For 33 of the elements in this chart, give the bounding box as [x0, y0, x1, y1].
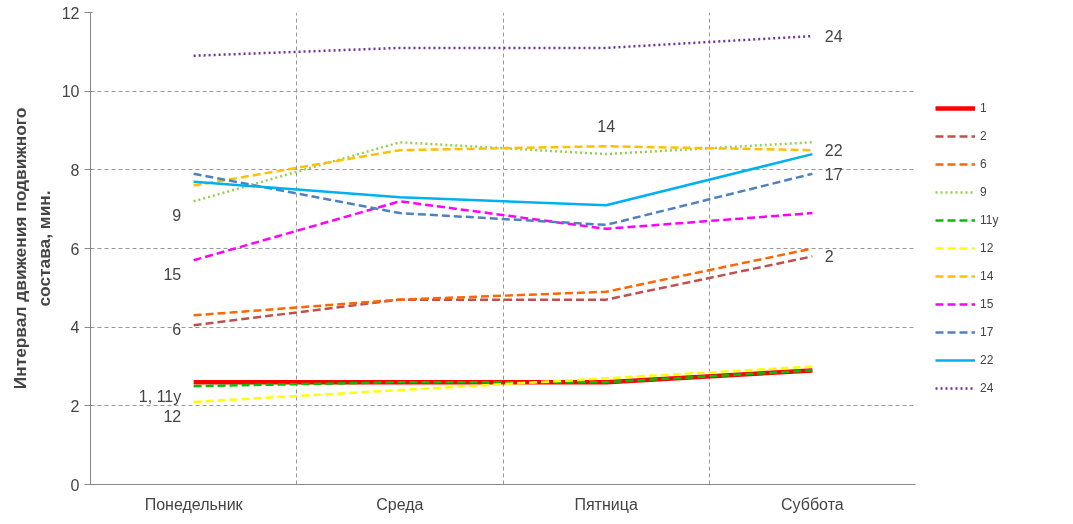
- legend-label: 2: [980, 129, 988, 143]
- legend-label: 15: [980, 297, 995, 311]
- y-tick-label: 0: [70, 476, 80, 494]
- annotation: 15: [163, 266, 182, 284]
- y-tick-label: 8: [70, 161, 80, 179]
- legend-label: 9: [980, 185, 988, 199]
- y-tick-label: 10: [61, 83, 80, 101]
- legend-label: 17: [980, 325, 995, 339]
- annotation: 6: [172, 321, 182, 339]
- x-tick-label: Среда: [376, 495, 424, 513]
- y-tick-label: 4: [70, 319, 80, 337]
- legend-label: 1: [980, 101, 988, 115]
- annotation: 14: [597, 118, 616, 136]
- legend-label: 22: [980, 353, 995, 367]
- annotation: 1, 11y: [138, 387, 182, 405]
- legend-label: 24: [980, 381, 995, 395]
- annotation: 24: [824, 28, 843, 46]
- x-tick-label: Суббота: [781, 495, 844, 513]
- legend-label: 6: [980, 157, 988, 171]
- x-tick-label: Понедельник: [144, 495, 244, 513]
- legend-label: 12: [980, 241, 995, 255]
- annotation: 22: [824, 142, 843, 160]
- legend-label: 14: [980, 269, 995, 283]
- y-tick-label: 2: [70, 397, 80, 415]
- y-tick-label: 6: [70, 240, 80, 258]
- annotation: 2: [824, 248, 834, 266]
- y-axis-title: Интервал движения подвижного состава, мин.: [9, 107, 54, 390]
- x-tick-label: Пятница: [574, 495, 638, 513]
- annotation: 17: [824, 165, 843, 183]
- y-tick-label: 12: [61, 4, 80, 22]
- annotation: 9: [172, 207, 182, 225]
- legend-label: 11y: [980, 213, 1000, 227]
- annotation: 12: [163, 407, 182, 425]
